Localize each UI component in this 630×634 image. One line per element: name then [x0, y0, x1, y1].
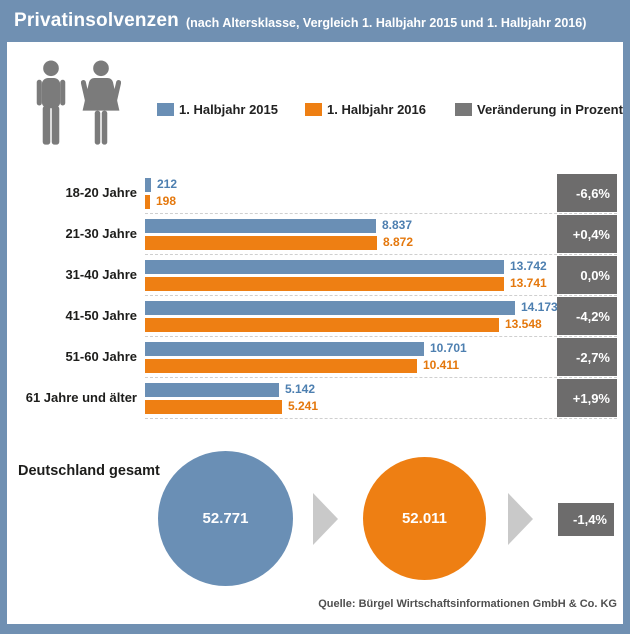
chart-row: 41-50 Jahre 14.173 13.548 -4,2%: [7, 296, 623, 336]
change-badge: -2,7%: [557, 338, 617, 376]
arrow-right-icon: [313, 493, 338, 545]
legend-swatch-change: [455, 102, 472, 116]
value-label: 8.837: [382, 218, 413, 232]
bar-1-halbjahr-2015: [145, 383, 279, 397]
legend-label-2016: 1. Halbjahr 2016: [327, 101, 426, 117]
chart-row: 31-40 Jahre 13.742 13.741 0,0%: [7, 255, 623, 295]
value-label: 212: [157, 177, 178, 191]
change-badge: +1,9%: [557, 379, 617, 417]
value-label: 8.872: [383, 235, 414, 249]
total-value-2015: 52.771: [202, 510, 249, 527]
bar-1-halbjahr-2016: [145, 400, 282, 414]
woman-icon: [81, 60, 121, 152]
bar-1-halbjahr-2016: [145, 195, 150, 209]
category-label: 41-50 Jahre: [65, 308, 137, 323]
total-label: Deutschland gesamt: [18, 463, 160, 479]
bar-1-halbjahr-2016: [145, 318, 499, 332]
bar-1-halbjahr-2015: [145, 342, 424, 356]
value-label: 13.742: [510, 259, 547, 273]
bar-track: 10.701 10.411: [137, 337, 557, 377]
row-separator: [145, 418, 617, 419]
change-badge: 0,0%: [557, 256, 617, 294]
total-circle-2016: 52.011: [363, 457, 486, 580]
header-bar: Privatinsolvenzen (nach Altersklasse, Ve…: [0, 0, 630, 42]
value-label: 198: [156, 194, 177, 208]
legend-item-2016: 1. Halbjahr 2016: [305, 101, 426, 117]
bar-track: 5.142 5.241: [137, 378, 557, 418]
people-pictograms: [35, 60, 121, 152]
change-badge: -4,2%: [557, 297, 617, 335]
page-title: Privatinsolvenzen: [14, 10, 179, 31]
value-label: 14.173: [521, 300, 558, 314]
change-badge: +0,4%: [557, 215, 617, 253]
bar-track: 14.173 13.548: [137, 296, 558, 336]
legend-label-change: Veränderung in Prozent: [477, 101, 623, 117]
man-icon: [35, 60, 67, 152]
value-label: 13.548: [505, 317, 542, 331]
bar-track: 8.837 8.872: [137, 214, 557, 254]
bar-chart: 18-20 Jahre 212 198 -6,6% 21-30 Jahre 8.837 8.…: [7, 173, 623, 419]
chart-row: 51-60 Jahre 10.701 10.411 -2,7%: [7, 337, 623, 377]
row-separator: [145, 213, 617, 214]
row-separator: [145, 336, 617, 337]
page-subtitle: (nach Altersklasse, Vergleich 1. Halbjah…: [185, 15, 587, 30]
value-label: 13.741: [510, 276, 547, 290]
category-label: 61 Jahre und älter: [25, 390, 137, 405]
bar-1-halbjahr-2016: [145, 359, 417, 373]
content-panel: 1. Halbjahr 2015 1. Halbjahr 2016 Veränd…: [7, 42, 623, 624]
category-label: 21-30 Jahre: [65, 226, 137, 241]
value-label: 10.701: [430, 341, 467, 355]
source-note: Quelle: Bürgel Wirtschaftsinformationen …: [318, 598, 617, 610]
bar-1-halbjahr-2016: [145, 277, 504, 291]
value-label: 5.241: [288, 399, 319, 413]
legend-item-2015: 1. Halbjahr 2015: [157, 101, 278, 117]
value-label: 5.142: [285, 382, 316, 396]
row-separator: [145, 295, 617, 296]
total-value-2016: 52.011: [401, 510, 448, 527]
bar-track: 13.742 13.741: [137, 255, 557, 295]
bar-1-halbjahr-2016: [145, 236, 377, 250]
legend-swatch-2016: [305, 102, 322, 116]
chart-row: 18-20 Jahre 212 198 -6,6%: [7, 173, 623, 213]
bar-1-halbjahr-2015: [145, 219, 376, 233]
bar-1-halbjahr-2015: [145, 301, 515, 315]
bar-1-halbjahr-2015: [145, 178, 151, 192]
chart-row: 21-30 Jahre 8.837 8.872 +0,4%: [7, 214, 623, 254]
arrow-right-icon: [508, 493, 533, 545]
row-separator: [145, 377, 617, 378]
chart-row: 61 Jahre und älter 5.142 5.241 +1,9%: [7, 378, 623, 418]
legend-swatch-2015: [157, 102, 174, 116]
change-badge: -6,6%: [557, 174, 617, 212]
legend-item-change: Veränderung in Prozent: [455, 101, 623, 117]
bar-track: 212 198: [137, 173, 557, 213]
total-circle-2015: 52.771: [158, 451, 293, 586]
total-change-badge: -1,4%: [558, 503, 614, 536]
category-label: 51-60 Jahre: [65, 349, 137, 364]
legend-label-2015: 1. Halbjahr 2015: [179, 101, 278, 117]
category-label: 18-20 Jahre: [65, 185, 137, 200]
bar-1-halbjahr-2015: [145, 260, 504, 274]
category-label: 31-40 Jahre: [65, 267, 137, 282]
row-separator: [145, 254, 617, 255]
value-label: 10.411: [423, 358, 460, 372]
